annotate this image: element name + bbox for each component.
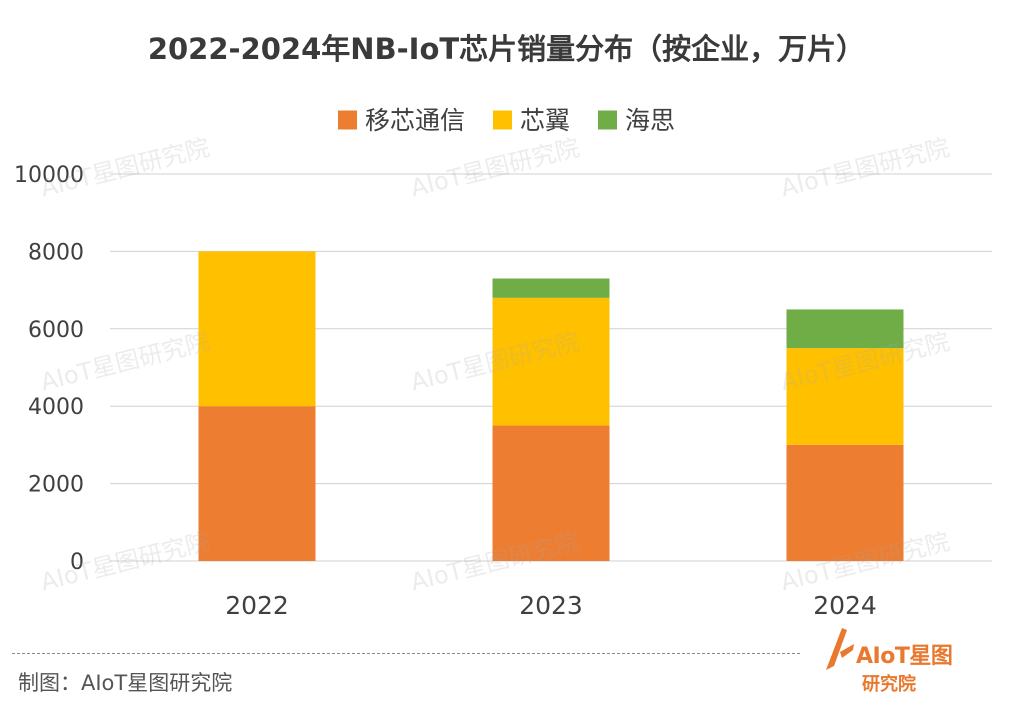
bar-segment (786, 348, 904, 445)
bar-segment (198, 251, 316, 407)
bars (198, 251, 904, 561)
y-tick-label: 8000 (28, 240, 84, 265)
x-tick-label: 2024 (813, 591, 877, 620)
y-axis-ticks: 0 2000 4000 6000 8000 10000 (14, 163, 84, 575)
logo-text: AIoT星图 (856, 644, 953, 669)
bar-segment (492, 278, 610, 298)
y-tick-label: 4000 (28, 395, 84, 420)
legend-label: 芯翼 (520, 106, 570, 135)
y-tick-label: 2000 (28, 473, 84, 498)
chart-title: 2022-2024年NB-IoT芯片销量分布（按企业，万片） (147, 32, 866, 66)
footer-divider (12, 653, 800, 654)
legend-swatch (598, 110, 617, 130)
legend-label: 移芯通信 (365, 106, 465, 135)
bar-segment (198, 406, 316, 561)
legend-swatch (338, 110, 357, 130)
bar-segment (492, 297, 610, 426)
legend-swatch (493, 110, 512, 130)
legend-label: 海思 (625, 106, 675, 135)
legend: 移芯通信 芯翼 海思 (338, 106, 675, 135)
logo-mark-icon (826, 628, 854, 670)
x-tick-label: 2022 (225, 591, 289, 620)
bar-segment (786, 309, 904, 349)
logo-subtext: 研究院 (862, 674, 916, 695)
x-axis-ticks: 2022 2023 2024 (225, 591, 877, 620)
y-tick-label: 6000 (28, 318, 84, 343)
brand-logo: AIoT星图 研究院 (820, 622, 953, 698)
y-tick-label: 10000 (14, 163, 84, 188)
x-tick-label: 2023 (519, 591, 583, 620)
credit-text: 制图：AIoT星图研究院 (18, 671, 233, 695)
y-tick-label: 0 (70, 550, 84, 575)
bar-segment (492, 425, 610, 561)
bar-segment (786, 444, 904, 561)
